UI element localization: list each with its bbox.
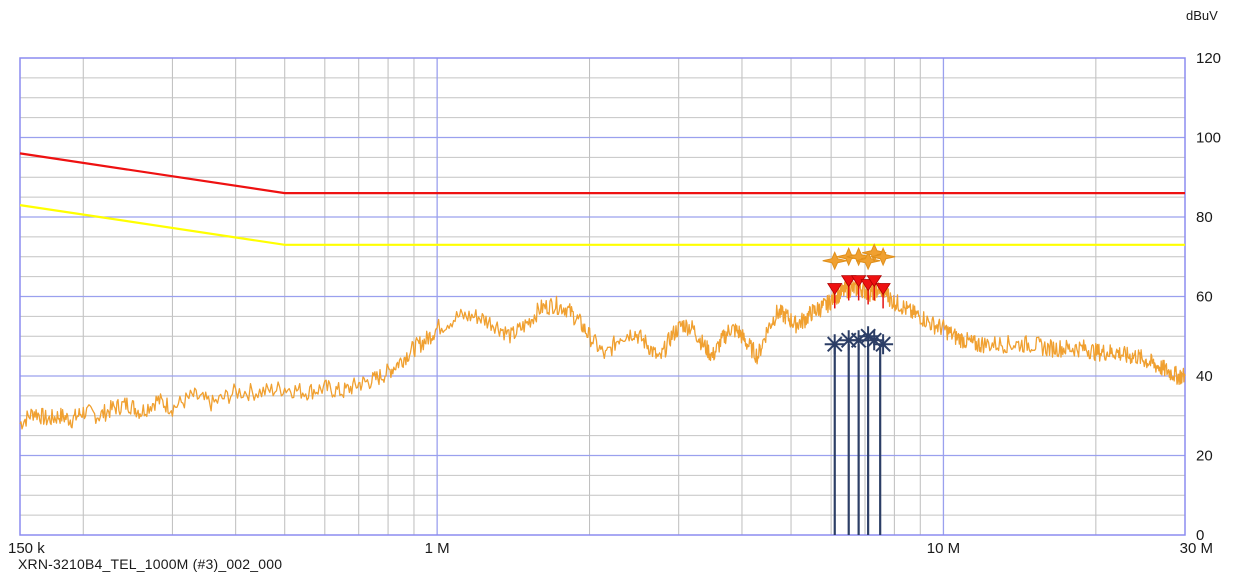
- peak-marker: [827, 283, 843, 296]
- quasi-peak-marker: [822, 251, 847, 271]
- plot-frame: [19, 57, 1186, 536]
- measurement-trace: [19, 279, 1186, 430]
- average-marker: [873, 334, 894, 355]
- y-axis-unit-label: dBuV: [1186, 8, 1218, 23]
- major-grid: [20, 58, 1185, 535]
- y-tick-label: 40: [1196, 368, 1213, 385]
- footer-filename: XRN-3210B4_TEL_1000M (#3)_002_000: [18, 556, 283, 572]
- y-tick-label: 60: [1196, 289, 1213, 306]
- y-tick-label: 0: [1196, 527, 1204, 544]
- peak-marker: [875, 283, 891, 296]
- limit-line: [19, 204, 1185, 246]
- y-tick-label: 120: [1196, 50, 1221, 67]
- series-group: [19, 279, 1186, 430]
- peak-marker: [840, 275, 857, 288]
- markers-group: [822, 243, 896, 355]
- quasi-peak-marker: [855, 251, 881, 271]
- y-tick-label: 100: [1196, 130, 1221, 147]
- limit-line: [19, 152, 1185, 195]
- average-marker: [858, 326, 879, 347]
- peak-marker: [866, 275, 882, 288]
- x-tick-label: 150 k: [8, 540, 45, 557]
- x-tick-label: 10 M: [927, 540, 960, 557]
- quasi-peak-marker: [870, 247, 896, 267]
- average-marker: [848, 330, 869, 351]
- y-tick-label: 80: [1196, 209, 1213, 226]
- y-tick-label: 20: [1196, 448, 1213, 465]
- x-tick-label: 30 M: [1180, 540, 1213, 557]
- average-marker: [824, 334, 845, 355]
- x-tick-label: 1 M: [425, 540, 450, 557]
- limit-lines: [19, 152, 1185, 246]
- marker-lines: [833, 280, 884, 535]
- y-tick-labels: 0 20 40 60 80 100 120: [1196, 50, 1221, 544]
- average-marker: [864, 330, 885, 351]
- x-tick-labels: 150 k 1 M 10 M 30 M: [8, 540, 1213, 557]
